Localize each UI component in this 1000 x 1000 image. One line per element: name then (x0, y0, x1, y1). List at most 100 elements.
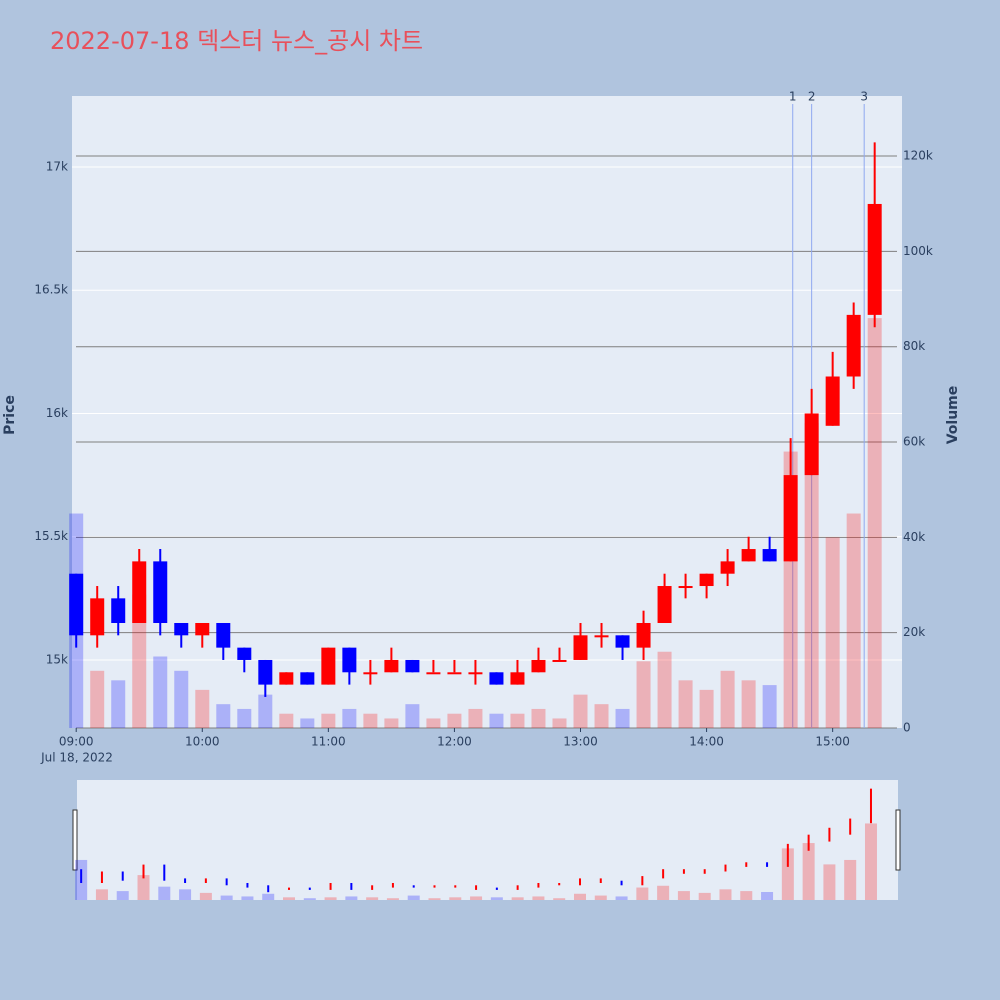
mini-volume-bar (698, 892, 711, 900)
candle-body (783, 475, 798, 562)
candle-body (237, 647, 252, 660)
mini-volume-bar (283, 897, 296, 900)
volume-bar (531, 708, 546, 728)
volume-bar (657, 651, 672, 728)
candle-body (657, 586, 672, 623)
candle-body (342, 647, 357, 673)
volume-bar (342, 708, 357, 728)
annotation-label: 3 (860, 90, 868, 104)
y2-axis-title: Volume (945, 386, 961, 445)
volume-bar (489, 713, 504, 728)
candle-body (321, 647, 336, 685)
volume-bar (258, 694, 273, 728)
mini-volume-bar (532, 896, 545, 900)
mini-volume-bar (428, 898, 441, 900)
volume-bar (804, 422, 819, 728)
y2-tick-label: 20k (903, 625, 925, 639)
mini-volume-bar (844, 859, 857, 900)
y-tick-label: 15k (46, 652, 68, 666)
candle-body (69, 573, 84, 636)
volume-bar (762, 685, 777, 728)
candle-body (762, 549, 777, 562)
mini-volume-bar (470, 896, 483, 900)
mini-volume-bar (553, 898, 566, 900)
volume-bar (216, 704, 231, 728)
candle-body (468, 672, 483, 675)
y2-tick-label: 80k (903, 339, 925, 353)
candle-body (216, 622, 231, 648)
candle-body (195, 622, 210, 636)
volume-bar (699, 689, 714, 728)
mini-volume-bar (719, 889, 732, 900)
volume-bar (321, 713, 336, 728)
x-tick-label: 12:00 (437, 735, 472, 749)
volume-bar (384, 718, 399, 728)
mini-volume-bar (220, 895, 233, 900)
volume-bar (90, 670, 105, 728)
date-label: Jul 18, 2022 (40, 751, 113, 765)
candle-body (279, 672, 294, 685)
candle-body (510, 672, 525, 685)
volume-bar (615, 708, 630, 728)
candle-body (132, 561, 147, 623)
candle-body (594, 635, 609, 638)
mini-volume-bar (781, 848, 794, 900)
mini-volume-bar (199, 892, 212, 900)
mini-volume-bar (137, 875, 150, 900)
y2-tick-label: 120k (903, 149, 933, 163)
range-handle-left[interactable] (72, 809, 78, 871)
mini-volume-bar (823, 864, 836, 900)
candle-body (405, 659, 420, 673)
candle-body (447, 672, 462, 675)
volume-bar (846, 513, 861, 728)
x-tick-label: 14:00 (689, 735, 724, 749)
mini-volume-bar (761, 891, 774, 900)
volume-bar (111, 680, 126, 728)
volume-bar (678, 680, 693, 728)
y2-tick-label: 0 (903, 721, 911, 735)
candle-body (636, 622, 651, 648)
candle-body (741, 549, 756, 562)
x-tick-label: 13:00 (563, 735, 598, 749)
volume-bar (153, 656, 168, 728)
mini-volume-bar (573, 893, 586, 900)
mini-volume-bar (345, 896, 358, 900)
candle-body (720, 561, 735, 574)
mini-volume-bar (116, 891, 129, 900)
volume-bar (867, 318, 882, 728)
mini-volume-bar (740, 891, 753, 900)
candle-body (615, 635, 630, 648)
x-tick-label: 10:00 (185, 735, 220, 749)
volume-bar (636, 661, 651, 728)
mini-volume-bar (324, 897, 337, 900)
volume-bar (195, 689, 210, 728)
candle-body (573, 635, 588, 660)
mini-volume-bar (594, 895, 607, 900)
candle-body (153, 561, 168, 623)
candle-body (174, 622, 189, 636)
volume-bar (573, 694, 588, 728)
x-tick-label: 11:00 (311, 735, 346, 749)
candle-body (699, 573, 714, 587)
volume-bar (300, 718, 315, 728)
mini-volume-bar (95, 889, 108, 900)
candle-body (825, 376, 840, 426)
volume-bar (741, 680, 756, 728)
volume-bar (447, 713, 462, 728)
candle-body (426, 672, 441, 675)
range-handle-right[interactable] (895, 809, 901, 871)
mini-volume-bar (179, 889, 192, 900)
candle-body (258, 659, 273, 685)
x-tick-label: 15:00 (815, 735, 850, 749)
y2-tick-label: 40k (903, 530, 925, 544)
volume-bar (237, 708, 252, 728)
candle-body (678, 586, 693, 589)
volume-bar (363, 713, 378, 728)
mini-volume-bar (407, 895, 420, 900)
volume-bar (825, 537, 840, 728)
candle-body (552, 659, 567, 662)
mini-volume-bar (241, 896, 254, 900)
volume-bar (510, 713, 525, 728)
y-tick-label: 17k (46, 159, 68, 173)
range-slider[interactable] (77, 780, 898, 900)
